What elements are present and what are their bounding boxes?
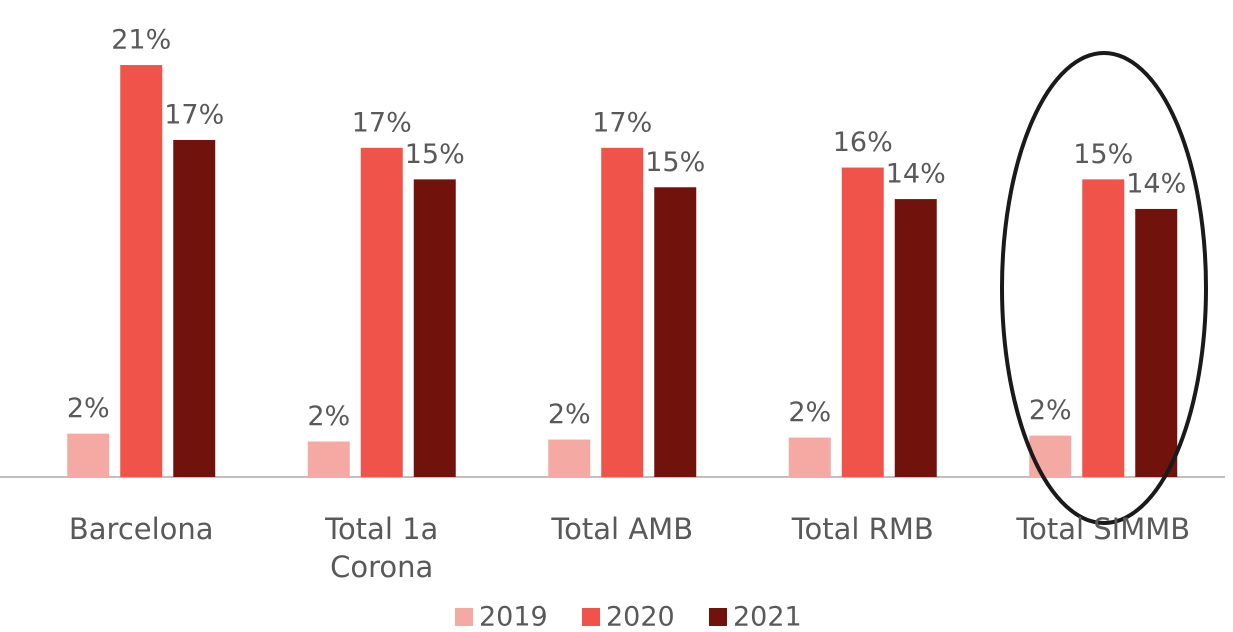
x-tick-label: Barcelona [68,512,214,546]
data-label: 2% [788,397,831,428]
data-label: 14% [886,159,946,190]
x-tick-label: Total RMB [791,512,934,546]
legend-label: 2020 [606,602,675,632]
x-tick-label: Total SIMMB [1016,512,1191,546]
bar [67,433,110,477]
legend-label: 2021 [733,602,802,632]
bar [173,139,216,477]
bar [1082,179,1125,477]
legend-swatch [709,608,727,626]
bar [654,187,697,477]
data-label: 15% [645,147,705,178]
bar [413,179,456,477]
x-tick-label: Total AMB [551,512,694,546]
bar [307,441,350,477]
bar [894,199,937,478]
data-label: 21% [111,25,171,56]
data-label: 14% [1126,168,1186,199]
bar [120,65,163,477]
highlight-ellipse [1000,51,1208,525]
x-tick-label: Total 1a Corona [325,512,439,584]
bar [1029,435,1072,477]
legend-swatch [455,608,473,626]
bar [788,437,831,477]
bar [1135,208,1178,477]
bar [601,147,644,478]
bar [548,439,591,477]
legend-label: 2019 [479,602,548,632]
bar [841,167,884,477]
data-label: 17% [352,107,412,138]
data-label: 2% [307,401,350,432]
data-label: 15% [405,139,465,170]
data-label: 16% [833,127,893,158]
data-label: 17% [592,107,652,138]
data-label: 2% [548,399,591,430]
legend-swatch [582,608,600,626]
data-label: 2% [67,393,110,424]
bar [360,147,403,478]
data-label: 17% [164,99,224,130]
data-label: 15% [1073,139,1133,170]
data-label: 2% [1029,395,1072,426]
